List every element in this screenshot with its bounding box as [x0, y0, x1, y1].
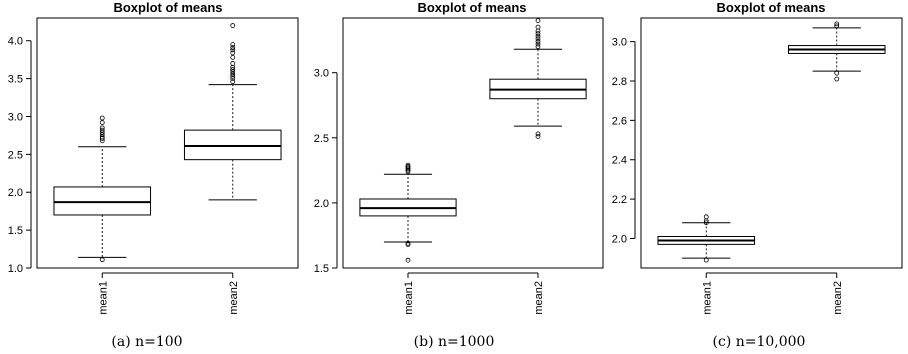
x-tick-label-mean2: mean2	[228, 281, 240, 315]
chart-panel-1: Boxplot of means 1.0 1.5 2.0 2.5 3.0 3.5 4.0 mea…	[8, 0, 299, 350]
y-tick-label-0: 2.0	[612, 233, 627, 245]
y-tick-label-6: 4.0	[8, 36, 23, 48]
outlier-point-2	[405, 240, 411, 246]
outlier-point-0	[703, 257, 709, 263]
x-tick-label-mean1: mean1	[701, 281, 713, 315]
outlier-point-5	[99, 129, 105, 135]
y-tick-label-1: 1.5	[8, 225, 23, 237]
outlier-point-10	[535, 18, 541, 24]
x-tick-label-mean2: mean2	[832, 281, 844, 315]
outlier-point-3	[834, 21, 840, 27]
y-tick-label-4: 3.0	[8, 111, 23, 123]
y-tick-label-2: 2.4	[612, 155, 627, 167]
box-mean2	[489, 18, 587, 139]
chart-title: Boxplot of means	[113, 0, 222, 15]
outlier-point-11	[230, 45, 236, 50]
outlier-point-1	[535, 131, 541, 137]
y-tick-label-5: 3.5	[8, 74, 23, 86]
y-tick-label-1: 2.2	[612, 194, 627, 206]
outlier-point-1	[834, 70, 840, 76]
outlier-point-6	[99, 127, 105, 133]
chart-title: Boxplot of means	[716, 0, 825, 15]
panel-caption: (a) n=100	[111, 334, 182, 350]
chart-title: Boxplot of means	[417, 0, 526, 15]
outlier-point-9	[230, 50, 236, 56]
outlier-point-3	[230, 71, 236, 77]
outlier-point-0	[99, 257, 105, 263]
outlier-point-0	[405, 257, 411, 263]
outlier-point-0	[230, 79, 236, 85]
plot-frame	[342, 17, 604, 269]
outlier-point-9	[99, 115, 105, 121]
outlier-point-0	[535, 134, 541, 139]
box-mean2	[183, 23, 282, 201]
iqr-box	[53, 186, 152, 216]
outlier-point-6	[535, 33, 541, 39]
outlier-point-0	[834, 76, 840, 82]
chart-panel-3: Boxplot of means 2.0 2.2 2.4 2.6 2.8 3.0 mean1 m…	[612, 0, 903, 350]
outlier-point-4	[535, 39, 541, 44]
outlier-point-5	[230, 67, 236, 72]
y-tick-label-4: 2.8	[612, 76, 627, 88]
plot-frame	[640, 17, 903, 269]
outlier-point-2	[230, 73, 236, 79]
y-tick-label-2: 2.5	[314, 133, 329, 145]
outlier-point-12	[230, 42, 236, 47]
outlier-point-9	[535, 24, 541, 30]
x-tick-label-mean2: mean2	[533, 281, 545, 315]
outlier-point-8	[230, 54, 236, 60]
outlier-point-3	[535, 41, 541, 47]
outlier-point-2	[834, 23, 840, 29]
outlier-point-8	[405, 162, 411, 168]
outlier-point-7	[535, 31, 541, 37]
y-tick-label-5: 3.0	[612, 37, 627, 49]
y-tick-label-0: 1.0	[8, 263, 23, 275]
outlier-point-1	[230, 76, 236, 82]
box-mean1	[359, 162, 457, 263]
y-tick-label-3: 2.6	[612, 115, 627, 127]
y-tick-label-1: 2.0	[314, 198, 329, 210]
outlier-point-4	[99, 132, 105, 138]
panel-caption: (c) n=10,000	[713, 334, 806, 350]
outlier-point-3	[703, 214, 709, 220]
y-tick-label-2: 2.0	[8, 187, 23, 199]
outlier-point-1	[703, 220, 709, 226]
outlier-point-10	[230, 47, 236, 53]
outlier-point-13	[230, 23, 236, 28]
outlier-point-5	[535, 36, 541, 42]
iqr-box	[183, 129, 282, 161]
plot-frame	[36, 17, 299, 269]
y-tick-label-0: 1.5	[314, 263, 329, 275]
outlier-point-4	[230, 69, 236, 75]
x-tick-label-mean1: mean1	[97, 281, 109, 315]
panel-caption: (b) n=1000	[414, 334, 495, 350]
box-mean1	[53, 115, 152, 263]
box-mean2	[787, 21, 886, 82]
outlier-point-3	[99, 134, 105, 140]
outlier-point-8	[535, 28, 541, 34]
outlier-point-2	[535, 44, 541, 50]
chart-panel-2: Boxplot of means 1.5 2.0 2.5 3.0 mean1 mean2 (b…	[314, 0, 604, 350]
y-tick-label-3: 2.5	[8, 149, 23, 161]
outlier-point-8	[99, 120, 105, 125]
x-tick-label-mean1: mean1	[403, 281, 415, 315]
outlier-point-7	[99, 125, 105, 131]
y-tick-label-3: 3.0	[314, 68, 329, 80]
box-mean1	[657, 214, 756, 263]
outlier-point-7	[230, 61, 236, 66]
